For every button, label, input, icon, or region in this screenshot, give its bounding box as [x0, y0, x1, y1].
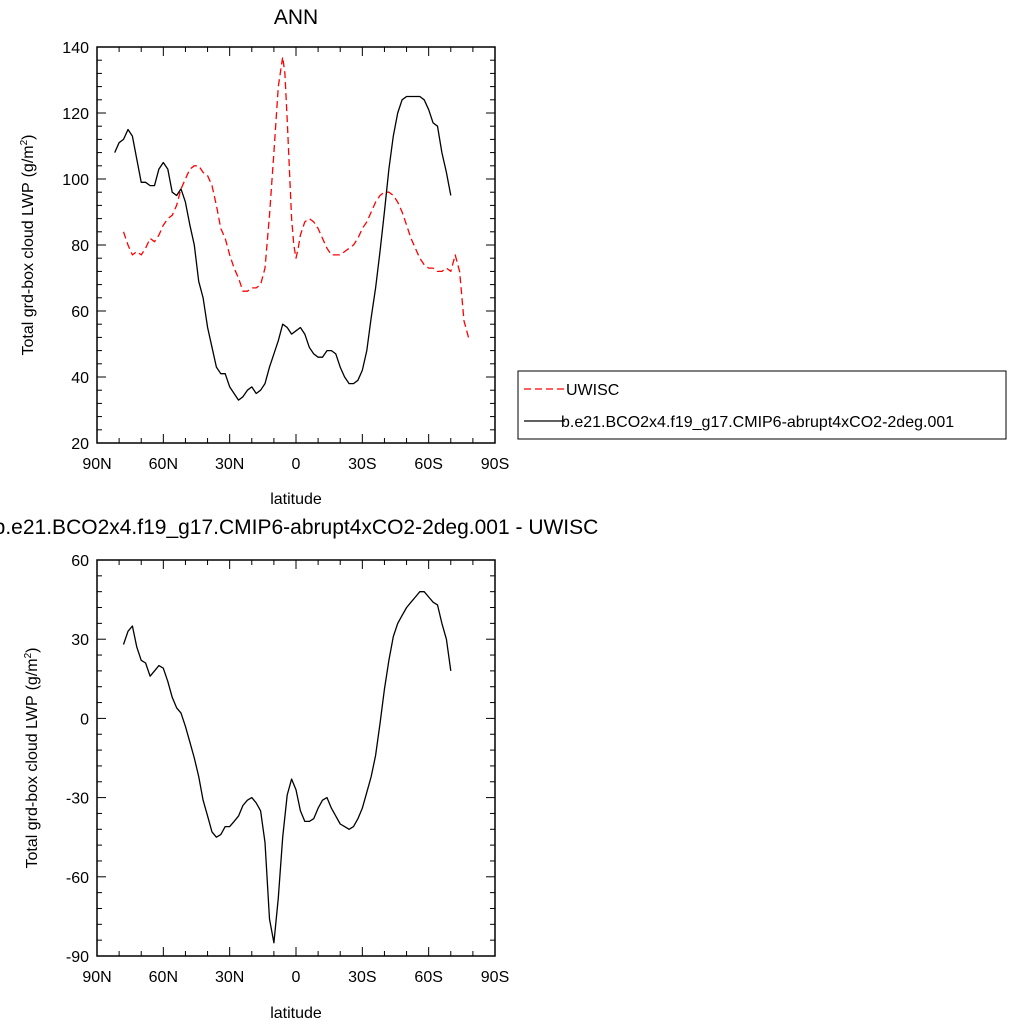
top-chart-y-label-unit-end: ) [20, 134, 37, 139]
top-chart-x-tick-label: 90N [82, 456, 111, 473]
top-chart-series [114, 56, 470, 401]
top-chart-y-tick-label: 40 [71, 370, 89, 387]
bottom-chart-y-label-unit: (g/m [24, 658, 41, 690]
bottom-chart-x-tick-label: 0 [292, 969, 301, 986]
bottom-chart-y-label-unit-sup: 2 [23, 652, 34, 658]
top-chart-x-tick-label: 30S [348, 456, 376, 473]
top-chart: ANN 90N 60N 30N 0 30S 60S 90S 20 40 60 80 100 120 140… [19, 6, 509, 508]
top-chart-y-label: Total grd-box cloud LWP (g/m2) [19, 134, 37, 355]
top-chart-series-line-1 [114, 95, 452, 401]
top-chart-y-label-main: Total grd-box cloud LWP [20, 182, 37, 355]
bottom-chart-title: b.e21.BCO2x4.f19_g17.CMIP6-abrupt4xCO2-2… [0, 516, 598, 539]
top-chart-frame [96, 46, 496, 444]
top-chart-y-label-unit-sup: 2 [19, 139, 30, 145]
bottom-chart-x-label: latitude [270, 1005, 322, 1022]
bottom-chart-x-tick-label: 90N [82, 969, 111, 986]
legend-label-uwisc: UWISC [566, 382, 619, 399]
bottom-chart-y-tick-label: -90 [66, 949, 89, 966]
bottom-chart-frame [96, 559, 496, 957]
top-chart-ticks: 90N 60N 30N 0 30S 60S 90S 20 40 60 80 100 120 140 [62, 40, 509, 473]
top-chart-y-tick-label: 120 [62, 106, 89, 123]
bottom-chart-y-tick-label: -30 [66, 791, 89, 808]
top-chart-x-tick-label: 0 [292, 456, 301, 473]
top-chart-x-tick-label: 60N [149, 456, 178, 473]
top-chart-y-tick-label: 140 [62, 40, 89, 57]
bottom-chart-x-tick-label: 30S [348, 969, 376, 986]
top-chart-y-tick-label: 60 [71, 304, 89, 321]
legend: UWISC b.e21.BCO2x4.f19_g17.CMIP6-abrupt4… [517, 370, 1007, 440]
bottom-chart-y-label-main: Total grd-box cloud LWP [24, 695, 41, 868]
top-chart-x-tick-label: 60S [414, 456, 442, 473]
bottom-chart-x-tick-label: 90S [481, 969, 509, 986]
bottom-chart-x-tick-label: 60S [414, 969, 442, 986]
top-chart-x-label: latitude [270, 491, 322, 508]
top-chart-y-tick-label: 100 [62, 172, 89, 189]
legend-frame [517, 370, 1007, 440]
bottom-chart: b.e21.BCO2x4.f19_g17.CMIP6-abrupt4xCO2-2… [0, 516, 598, 1022]
bottom-chart-ticks: 90N 60N 30N 0 30S 60S 90S -90 -60 -30 0 30 60 [66, 553, 509, 986]
bottom-chart-x-tick-label: 60N [149, 969, 178, 986]
bottom-chart-y-tick-label: -60 [66, 870, 89, 887]
top-chart-title: ANN [274, 6, 318, 29]
bottom-chart-y-tick-label: 60 [71, 553, 89, 570]
bottom-chart-x-tick-label: 30N [215, 969, 244, 986]
top-chart-y-tick-label: 80 [71, 238, 89, 255]
top-chart-x-tick-label: 30N [215, 456, 244, 473]
bottom-chart-y-label-unit-end: ) [24, 647, 41, 652]
bottom-chart-y-tick-label: 30 [71, 632, 89, 649]
top-chart-y-label-unit: (g/m [20, 145, 37, 177]
bottom-chart-y-tick-label: 0 [80, 711, 89, 728]
top-chart-y-tick-label: 20 [71, 436, 89, 453]
bottom-chart-series [122, 591, 452, 944]
bottom-chart-y-label: Total grd-box cloud LWP (g/m2) [23, 647, 41, 868]
top-chart-x-tick-label: 90S [481, 456, 509, 473]
top-chart-series-line-0 [122, 56, 470, 338]
legend-label-model: b.e21.BCO2x4.f19_g17.CMIP6-abrupt4xCO2-2… [561, 414, 954, 431]
bottom-chart-series-line-0 [122, 591, 452, 944]
